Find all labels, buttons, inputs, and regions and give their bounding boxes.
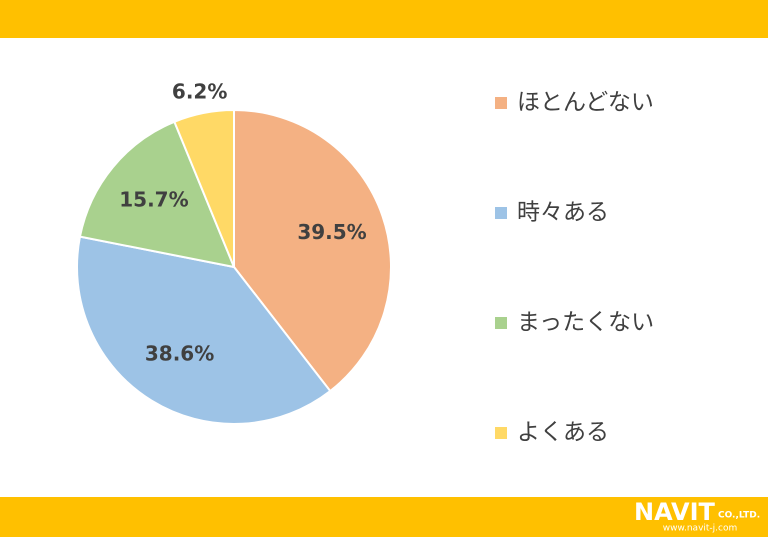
logo: NAVIT xyxy=(634,498,716,526)
logo-url: www.navit-j.com xyxy=(663,524,738,534)
pie-slice xyxy=(173,108,235,268)
pie-slice xyxy=(76,235,332,425)
legend-swatch xyxy=(495,97,507,109)
pie-slice xyxy=(78,120,236,269)
data-label: 15.7% xyxy=(119,188,188,212)
legend-label: よくある xyxy=(517,420,609,446)
legend-swatch xyxy=(495,317,507,329)
legend-swatch xyxy=(495,427,507,439)
data-label: 6.2% xyxy=(172,79,227,103)
legend-label: ほとんどない xyxy=(517,90,654,116)
data-label: 39.5% xyxy=(297,220,366,244)
pie-slice xyxy=(233,108,392,393)
logo-company: CO.,LTD. xyxy=(718,511,760,521)
legend-label: まったくない xyxy=(517,310,654,336)
legend-swatch xyxy=(495,207,507,219)
footer-bar xyxy=(0,497,768,537)
legend-label: 時々ある xyxy=(517,200,609,226)
header-bar xyxy=(0,0,768,38)
data-label: 38.6% xyxy=(145,342,214,366)
